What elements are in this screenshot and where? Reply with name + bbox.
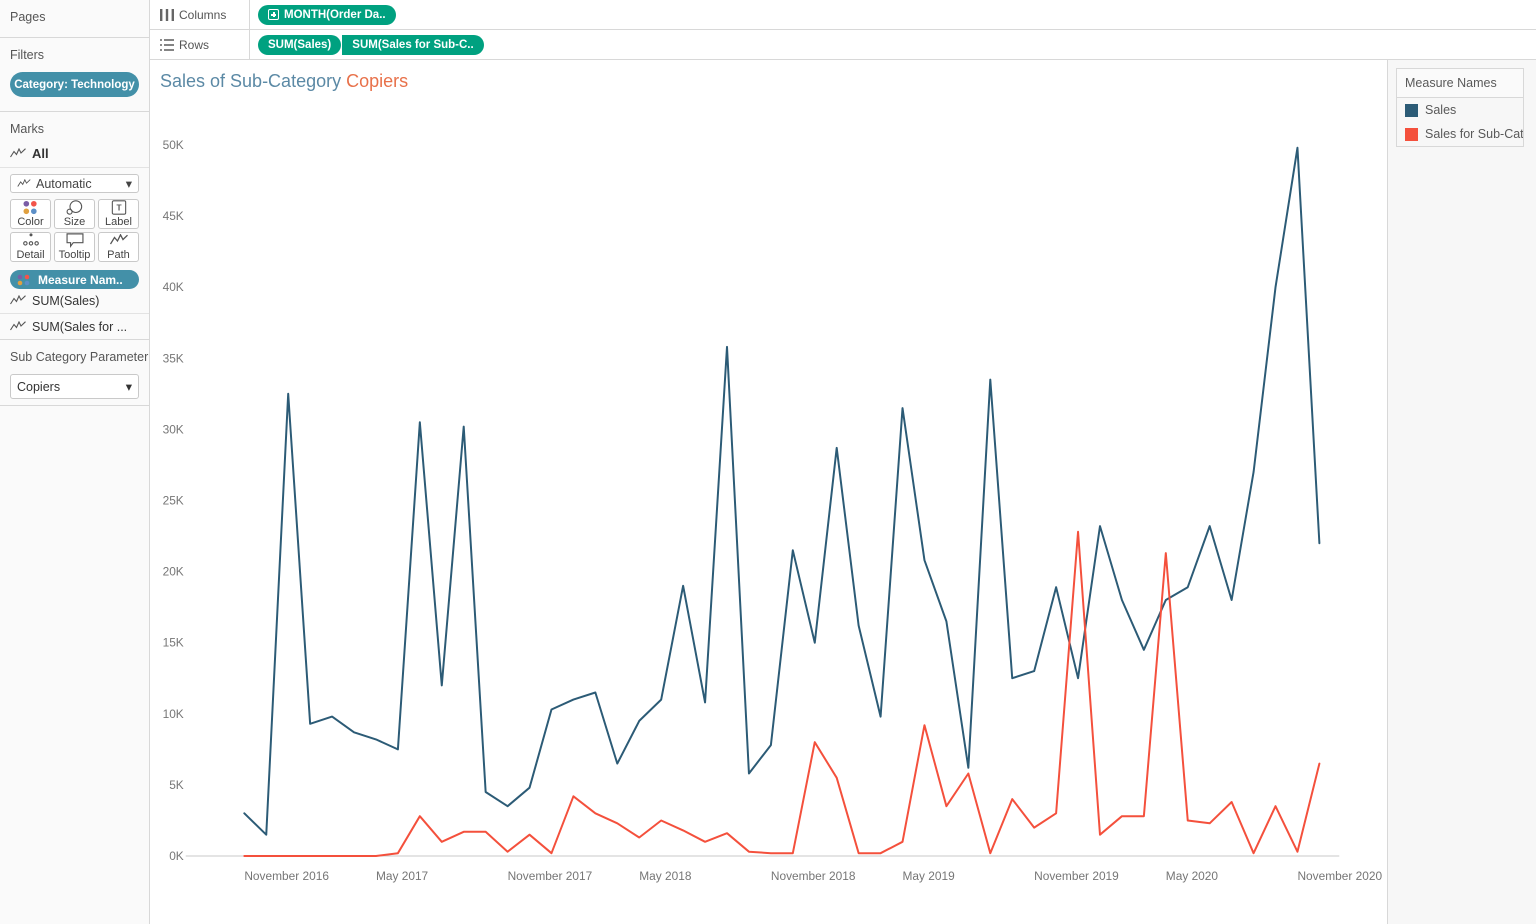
svg-text:November 2018: November 2018 — [771, 869, 856, 883]
svg-text:5K: 5K — [169, 778, 184, 792]
svg-text:May 2017: May 2017 — [376, 869, 429, 883]
svg-text:20K: 20K — [163, 565, 184, 579]
svg-text:25K: 25K — [163, 493, 184, 507]
svg-text:15K: 15K — [163, 636, 184, 650]
svg-text:50K: 50K — [163, 138, 184, 152]
svg-text:November 2019: November 2019 — [1034, 869, 1119, 883]
svg-text:May 2020: May 2020 — [1166, 869, 1219, 883]
svg-text:May 2018: May 2018 — [639, 869, 692, 883]
svg-text:T: T — [116, 202, 121, 212]
svg-text:40K: 40K — [163, 280, 184, 294]
svg-text:November 2016: November 2016 — [244, 869, 329, 883]
svg-text:45K: 45K — [163, 209, 184, 223]
svg-text:November 2017: November 2017 — [508, 869, 593, 883]
svg-text:30K: 30K — [163, 422, 184, 436]
svg-text:10K: 10K — [163, 707, 184, 721]
svg-text:0K: 0K — [169, 849, 184, 863]
svg-text:35K: 35K — [163, 351, 184, 365]
svg-text:November 2020: November 2020 — [1297, 869, 1382, 883]
svg-text:May 2019: May 2019 — [903, 869, 956, 883]
